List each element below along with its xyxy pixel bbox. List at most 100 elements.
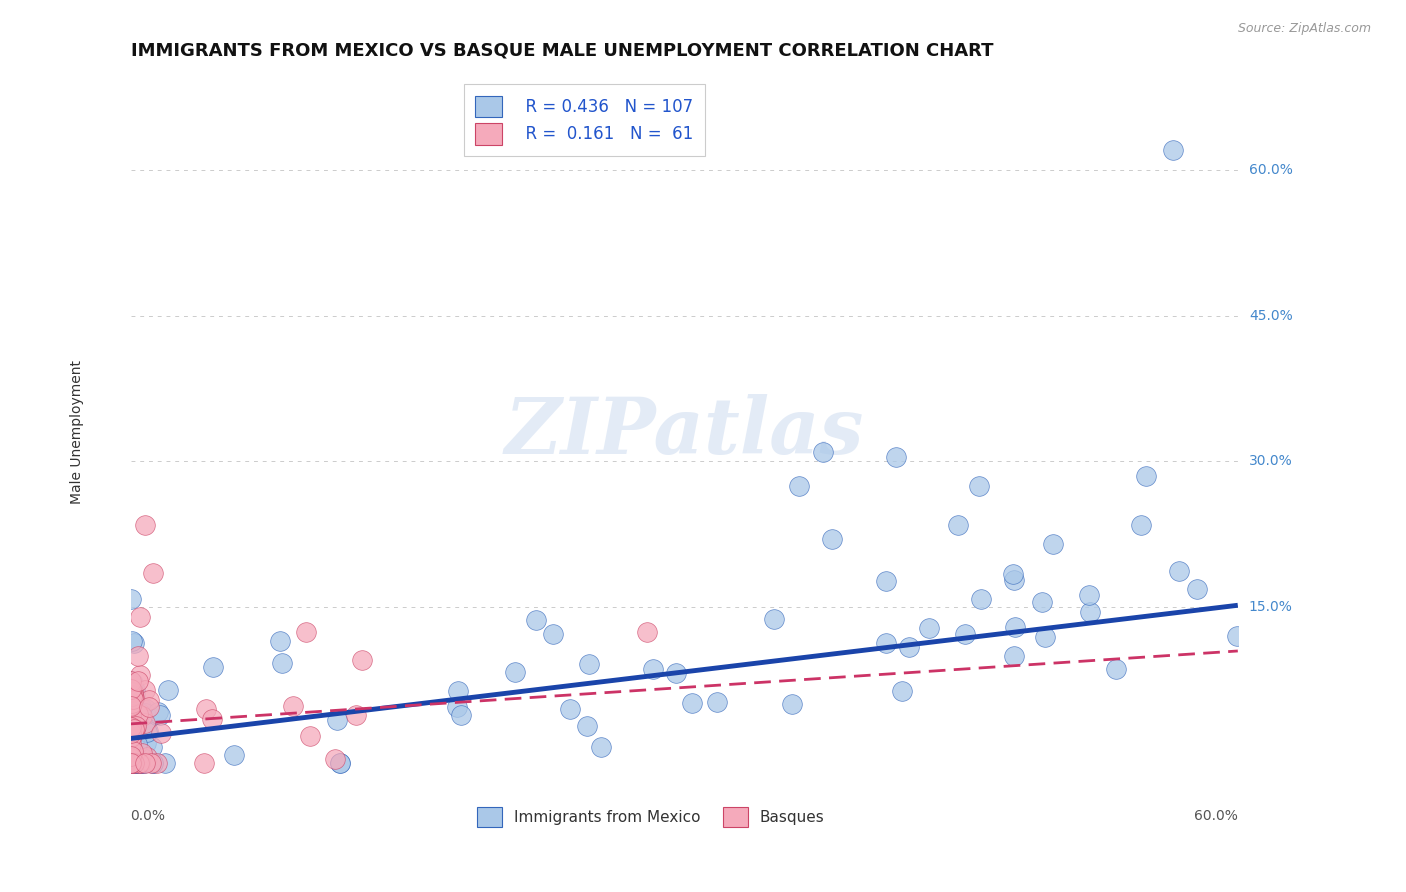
Legend: Immigrants from Mexico, Basques: Immigrants from Mexico, Basques	[470, 800, 832, 835]
Point	[132, 751, 155, 765]
Point	[201, 712, 224, 726]
Point	[121, 696, 143, 710]
Point	[120, 708, 142, 723]
Point	[121, 690, 143, 704]
Point	[124, 756, 146, 770]
Text: Male Unemployment: Male Unemployment	[70, 360, 84, 504]
Point	[121, 685, 143, 699]
Point	[131, 702, 153, 716]
Point	[120, 749, 142, 764]
Point	[295, 624, 318, 639]
Point	[121, 689, 143, 703]
Point	[120, 674, 142, 689]
Point	[969, 478, 991, 492]
Point	[121, 756, 143, 770]
Point	[122, 756, 145, 770]
Point	[131, 749, 153, 764]
Point	[811, 444, 834, 458]
Point	[121, 634, 143, 648]
Point	[129, 706, 152, 720]
Point	[157, 682, 180, 697]
Point	[141, 756, 163, 770]
Point	[135, 736, 157, 750]
Point	[128, 756, 150, 770]
Point	[121, 725, 143, 739]
Point	[269, 634, 291, 648]
Point	[762, 612, 785, 626]
Point	[120, 731, 142, 745]
Point	[1078, 605, 1101, 619]
Point	[120, 685, 142, 699]
Point	[121, 692, 143, 706]
Point	[665, 666, 688, 681]
Point	[120, 699, 142, 714]
Point	[129, 756, 152, 770]
Point	[271, 656, 294, 670]
Text: IMMIGRANTS FROM MEXICO VS BASQUE MALE UNEMPLOYMENT CORRELATION CHART: IMMIGRANTS FROM MEXICO VS BASQUE MALE UN…	[131, 42, 993, 60]
Point	[141, 740, 163, 755]
Point	[1129, 518, 1152, 533]
Point	[120, 756, 142, 770]
Point	[122, 756, 145, 770]
Point	[124, 636, 146, 650]
Point	[1135, 469, 1157, 483]
Point	[124, 722, 146, 736]
Point	[120, 738, 142, 752]
Point	[120, 720, 142, 734]
Point	[1105, 662, 1128, 676]
Point	[1167, 564, 1189, 578]
Point	[135, 702, 157, 716]
Point	[120, 756, 142, 770]
Text: 15.0%: 15.0%	[1249, 600, 1292, 615]
Point	[120, 756, 142, 770]
Point	[120, 677, 142, 691]
Point	[970, 591, 993, 606]
Point	[120, 702, 142, 716]
Point	[132, 756, 155, 770]
Point	[194, 702, 217, 716]
Point	[344, 708, 367, 723]
Point	[127, 711, 149, 725]
Point	[120, 751, 142, 765]
Point	[641, 662, 664, 676]
Point	[1185, 582, 1208, 597]
Point	[128, 668, 150, 682]
Point	[120, 742, 142, 756]
Point	[780, 697, 803, 711]
Point	[1042, 537, 1064, 551]
Point	[1226, 628, 1249, 642]
Point	[146, 756, 169, 770]
Point	[891, 683, 914, 698]
Point	[447, 683, 470, 698]
Point	[875, 574, 897, 589]
Point	[450, 707, 472, 722]
Point	[129, 699, 152, 714]
Point	[1004, 620, 1026, 634]
Text: 45.0%: 45.0%	[1249, 309, 1292, 323]
Point	[299, 729, 322, 743]
Point	[121, 715, 143, 730]
Point	[127, 674, 149, 689]
Point	[120, 718, 142, 732]
Point	[134, 706, 156, 720]
Point	[120, 756, 142, 770]
Point	[127, 649, 149, 664]
Point	[128, 756, 150, 770]
Point	[503, 665, 526, 680]
Point	[350, 653, 373, 667]
Point	[281, 699, 304, 714]
Point	[122, 722, 145, 736]
Point	[128, 610, 150, 624]
Point	[129, 756, 152, 770]
Point	[918, 621, 941, 635]
Point	[1002, 648, 1025, 663]
Point	[131, 746, 153, 760]
Text: 0.0%: 0.0%	[131, 809, 166, 823]
Point	[1002, 574, 1025, 588]
Point	[1078, 588, 1101, 602]
Point	[120, 756, 142, 770]
Point	[125, 719, 148, 733]
Point	[124, 686, 146, 700]
Point	[953, 627, 976, 641]
Point	[120, 756, 142, 770]
